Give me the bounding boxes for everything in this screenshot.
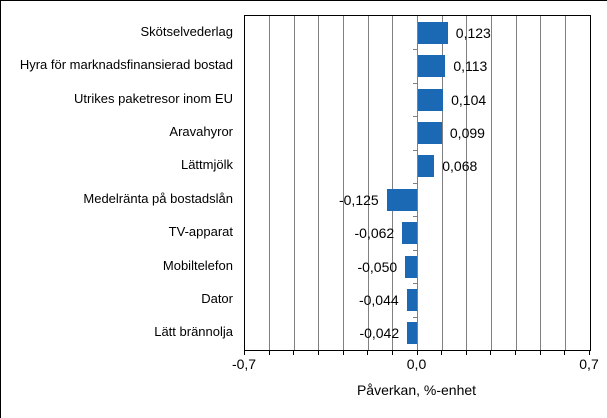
category-label: Aravahyror bbox=[169, 123, 233, 139]
gridline bbox=[490, 16, 492, 350]
x-axis-tick bbox=[367, 351, 369, 355]
gridline bbox=[318, 16, 320, 350]
x-axis-tick bbox=[465, 351, 467, 355]
bar-value-label: -0,125 bbox=[338, 191, 379, 208]
x-axis-tick bbox=[490, 351, 492, 355]
plot-area: 0,123 0,113 0,104 0,099 0,068 -0,125 -0,062 -0,… bbox=[244, 15, 591, 351]
gridline bbox=[343, 16, 345, 350]
bar bbox=[417, 155, 435, 178]
bar-value-label: -0,062 bbox=[354, 225, 395, 242]
category-axis-tick bbox=[412, 49, 418, 51]
bar-value-label: 0,113 bbox=[453, 58, 488, 75]
gridline bbox=[441, 16, 443, 350]
gridline bbox=[540, 16, 542, 350]
bar-value-label: -0,042 bbox=[359, 325, 400, 342]
x-axis-tick bbox=[244, 351, 245, 355]
bar-value-label: -0,044 bbox=[358, 291, 399, 308]
category-axis-tick bbox=[412, 82, 418, 84]
x-axis-tick bbox=[515, 351, 517, 355]
category-label: Lättmjölk bbox=[180, 157, 233, 173]
bar bbox=[417, 55, 446, 78]
x-tick-label: -0,7 bbox=[231, 356, 257, 372]
x-axis-tick bbox=[268, 351, 270, 355]
category-label: Lätt brännolja bbox=[154, 324, 233, 340]
category-axis-tick bbox=[412, 149, 418, 151]
category-axis-tick bbox=[412, 183, 418, 184]
x-axis-tick bbox=[539, 351, 541, 355]
category-axis-tick bbox=[412, 116, 418, 118]
category-label: Hyra för marknadsfinansierad bostad bbox=[19, 57, 233, 73]
category-label: Utrikes paketresor inom EU bbox=[74, 90, 233, 106]
gridline bbox=[269, 16, 271, 350]
bar bbox=[407, 322, 418, 345]
gridline bbox=[293, 16, 295, 350]
x-axis-tick bbox=[416, 351, 418, 355]
x-tick-label: 0,7 bbox=[579, 356, 599, 372]
bar bbox=[417, 121, 442, 144]
x-axis-tick bbox=[317, 351, 319, 355]
zero-axis-line bbox=[417, 16, 418, 350]
bar-value-label: 0,104 bbox=[451, 91, 487, 108]
gridline bbox=[392, 16, 394, 350]
gridline bbox=[515, 16, 517, 350]
bar-value-label: 0,068 bbox=[442, 158, 478, 175]
category-label: TV-apparat bbox=[168, 224, 233, 240]
x-axis-tick bbox=[342, 351, 344, 355]
x-axis-tick bbox=[441, 351, 443, 355]
category-label: Dator bbox=[201, 290, 233, 306]
x-tick-label: 0,0 bbox=[406, 356, 427, 372]
x-axis-tick bbox=[564, 351, 566, 355]
category-label: Skötselvederlag bbox=[140, 23, 234, 39]
bar bbox=[417, 88, 444, 111]
category-axis-tick bbox=[412, 249, 418, 251]
bar bbox=[405, 255, 418, 278]
category-axis-tick bbox=[412, 283, 418, 285]
category-label: Mobiltelefon bbox=[162, 257, 233, 273]
gridline bbox=[564, 16, 566, 350]
bar bbox=[402, 222, 418, 245]
gridline bbox=[367, 16, 369, 350]
x-axis-tick bbox=[293, 351, 295, 355]
x-axis-tick bbox=[391, 351, 393, 355]
bar-value-label: 0,123 bbox=[455, 24, 491, 41]
bar bbox=[406, 288, 418, 311]
bar-value-label: 0,099 bbox=[449, 124, 485, 141]
bar-value-label: -0,050 bbox=[357, 258, 398, 275]
category-axis-tick bbox=[412, 316, 418, 318]
category-label: Medelränta på bostadslån bbox=[83, 190, 233, 206]
gridline bbox=[466, 16, 468, 350]
bar bbox=[386, 188, 418, 211]
bar bbox=[417, 21, 448, 44]
x-axis-tick bbox=[589, 351, 590, 355]
category-axis-tick bbox=[412, 216, 418, 218]
x-axis-title: Påverkan, %-enhet bbox=[356, 382, 477, 398]
